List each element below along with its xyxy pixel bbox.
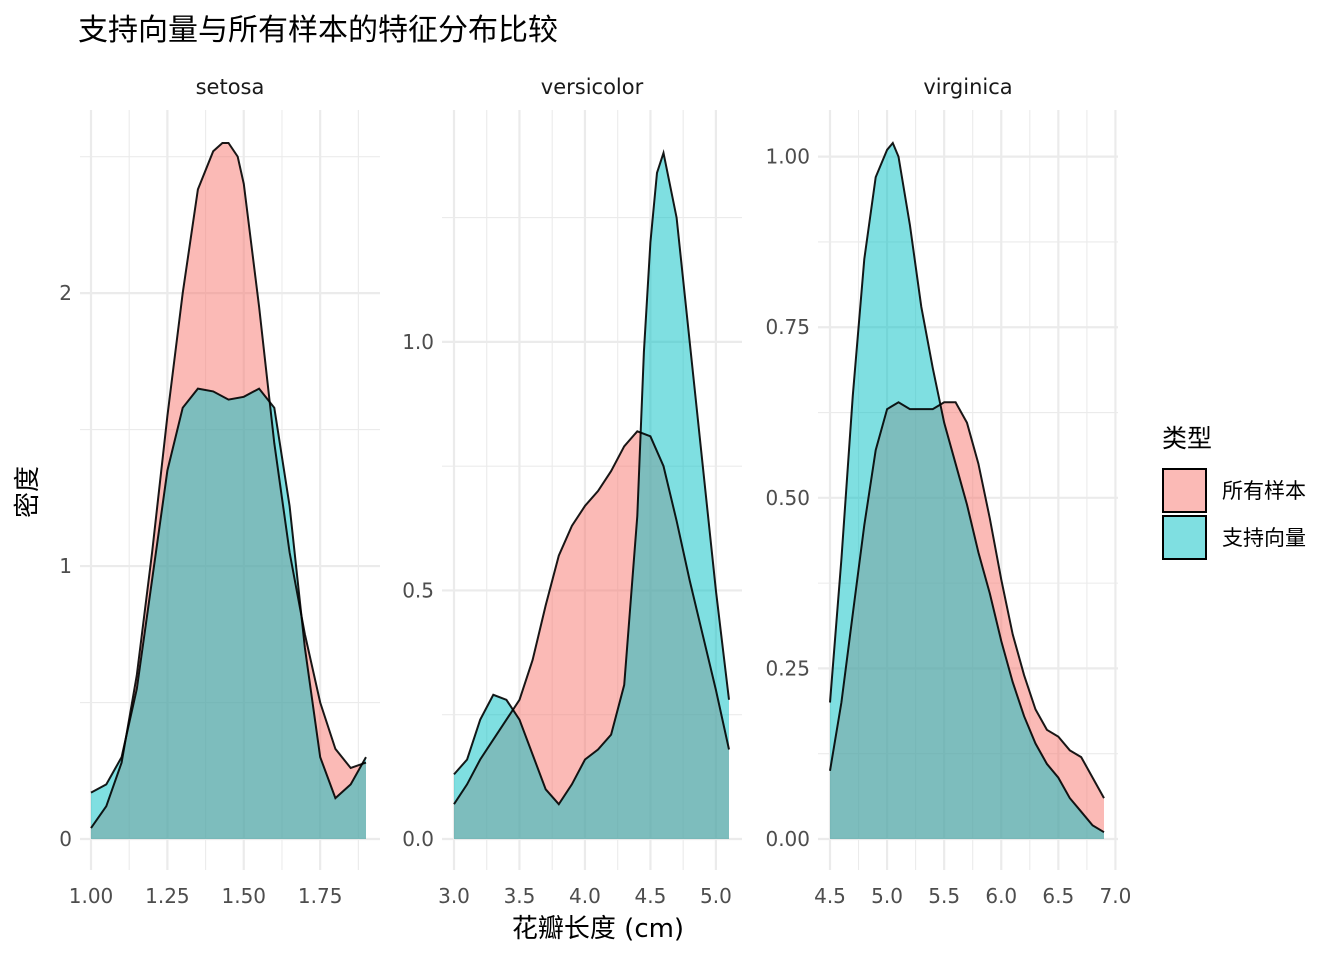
strip-label: virginica (923, 75, 1012, 99)
y-tick-label: 1 (59, 554, 72, 578)
x-tick-label: 1.25 (145, 884, 190, 908)
strip-label: setosa (196, 75, 265, 99)
y-tick-label: 1.0 (402, 330, 434, 354)
y-tick-label: 0.0 (402, 827, 434, 851)
density-line-all-samples (90, 142, 367, 829)
x-tick-label: 5.0 (871, 884, 903, 908)
y-tick-label: 0.5 (402, 578, 434, 602)
chart-title: 支持向量与所有样本的特征分布比较 (78, 13, 558, 48)
panel-virginica: virginica 4.5 5.0 5.5 6.0 6.5 7.0 0.00 0.25 0.50 0… (765, 75, 1131, 908)
legend-key (1162, 515, 1207, 560)
x-tick-label: 4.5 (814, 884, 846, 908)
x-tick-label: 3.0 (438, 884, 470, 908)
y-tick-label: 0.00 (765, 827, 810, 851)
density-line-support-vectors (453, 148, 730, 806)
x-tick-label: 1.50 (222, 884, 267, 908)
legend-label: 支持向量 (1222, 526, 1306, 550)
x-tick-label: 4.0 (569, 884, 601, 908)
density-line-support-vectors (829, 141, 1105, 834)
legend-label: 所有样本 (1222, 479, 1306, 503)
density-area-support-vectors (91, 388, 366, 839)
y-tick-label: 1.00 (765, 145, 810, 169)
y-tick-label: 0.50 (765, 486, 810, 510)
facet-panels: setosa 1.00 1.25 1.50 1.75 0 1 2 versicolor 3.0 3.… (59, 75, 1131, 908)
legend-title: 类型 (1162, 424, 1212, 453)
density-line-all-samples (829, 401, 1105, 799)
legend-key (1162, 468, 1207, 513)
panel-setosa: setosa 1.00 1.25 1.50 1.75 0 1 2 (59, 75, 380, 908)
x-tick-label: 5.5 (928, 884, 960, 908)
y-axis-label: 密度 (13, 466, 43, 518)
density-area-support-vectors (454, 152, 729, 839)
x-tick-label: 6.0 (985, 884, 1017, 908)
x-tick-label: 6.5 (1042, 884, 1074, 908)
density-line-support-vectors (90, 387, 367, 800)
y-tick-label: 0.25 (765, 656, 810, 680)
strip-label: versicolor (541, 75, 644, 99)
density-line-all-samples (453, 430, 730, 805)
x-axis-label: 花瓣长度 (cm) (512, 914, 684, 944)
x-tick-label: 3.5 (504, 884, 536, 908)
y-tick-label: 0.75 (765, 315, 810, 339)
density-area-support-vectors (830, 143, 1104, 839)
x-tick-label: 4.5 (635, 884, 667, 908)
x-tick-label: 1.75 (298, 884, 343, 908)
x-tick-label: 5.0 (700, 884, 732, 908)
panel-versicolor: versicolor 3.0 3.5 4.0 4.5 5.0 0.0 0.5 1.0 (402, 75, 742, 908)
x-tick-label: 1.00 (69, 884, 114, 908)
x-tick-label: 7.0 (1100, 884, 1132, 908)
y-tick-label: 2 (59, 281, 72, 305)
y-tick-label: 0 (59, 827, 72, 851)
